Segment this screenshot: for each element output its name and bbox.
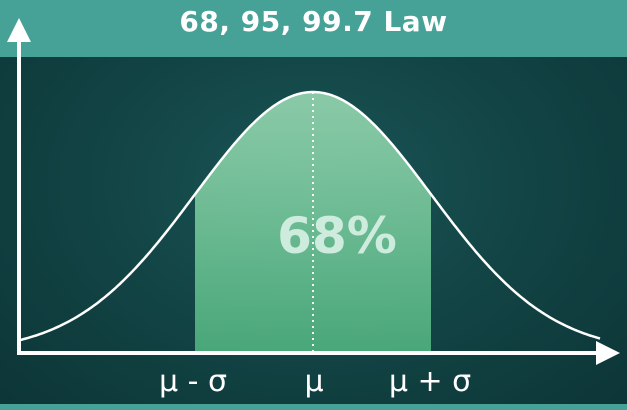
bell-curve <box>19 90 601 342</box>
y-axis-arrow-icon <box>7 18 31 42</box>
title-bar <box>0 0 627 57</box>
bottom-strip <box>0 404 627 410</box>
x-axis-arrow-icon <box>596 341 620 365</box>
plus-sigma-label: μ + σ <box>388 364 472 399</box>
mean-label: μ <box>304 364 324 399</box>
region-percent-label: 68% <box>277 207 397 265</box>
minus-sigma-label: μ - σ <box>159 364 227 399</box>
one-sigma-shaded-region <box>195 92 431 352</box>
diagram-title: 68, 95, 99.7 Law <box>179 5 448 38</box>
